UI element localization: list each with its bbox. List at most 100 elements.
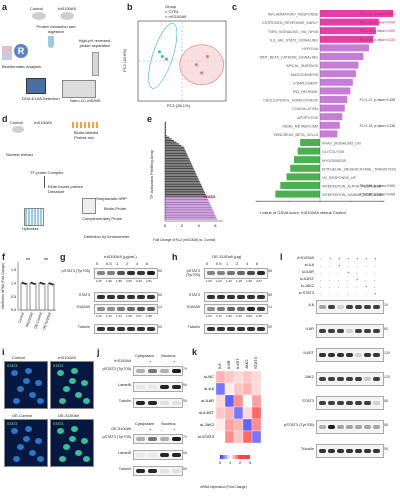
blot-strip <box>94 304 158 314</box>
blot-strip <box>316 420 384 434</box>
tf-bar <box>165 122 166 124</box>
blot-band <box>364 449 371 453</box>
tf-bar <box>165 169 195 171</box>
dose-label: 0 <box>96 261 99 266</box>
dose-label: 0.5 <box>106 261 112 266</box>
quant-value: 1.06 <box>106 279 112 283</box>
heatmap-row-label: si-STAT3 <box>198 434 215 439</box>
gsva-category-label: APICAL_SURFACE <box>286 64 318 68</box>
heatmap-legend-tick: 0 <box>219 461 221 465</box>
gsva-annotation: FC=0.80, p.value=0.004 <box>360 193 396 197</box>
d-plate-icon <box>82 198 96 214</box>
heatmap-cell <box>251 418 262 432</box>
blot-band <box>247 307 255 311</box>
panel-letter-g: g <box>60 252 66 262</box>
step-hplc: High-pH reversed-phase separation <box>78 38 112 48</box>
quant-value: 1.23 <box>226 279 232 283</box>
tf-bar <box>165 179 199 181</box>
blot-band <box>172 401 181 405</box>
heatmap-cell <box>224 406 235 420</box>
if-nucleus <box>75 450 82 456</box>
gsva-bar <box>320 53 364 60</box>
blot-mw: 88 <box>384 423 388 427</box>
blot-row-label: IL6 <box>308 302 314 307</box>
treatment-label: si-IL6ST <box>299 277 314 281</box>
tf-bar <box>165 172 196 174</box>
h-title: OE-S100a9 (μg) <box>212 254 242 259</box>
heatmap-legend-step <box>247 455 249 459</box>
blot-band <box>237 271 245 275</box>
group-label-control: Control <box>30 6 43 11</box>
dose-label: 2 <box>236 261 239 266</box>
gsva-bar <box>320 27 376 35</box>
dose-label: 2 <box>126 261 129 266</box>
quant-value: 2.32 <box>136 279 142 283</box>
blot-band <box>160 401 169 405</box>
blot-mw: 88 <box>158 269 162 273</box>
if-tile: STAT3 <box>4 419 48 467</box>
blot-strip <box>133 466 183 476</box>
blot-mw: 80 <box>384 327 388 331</box>
treatment-sign: - <box>365 270 367 275</box>
fraction-header: Cytoplasm <box>135 353 154 358</box>
panel-h: h OE-S100a9 (μg) 0 0.5 1 2 4 6 pSTAT3 (Tyr705… <box>170 250 278 345</box>
quant-value: 1.48 <box>236 279 242 283</box>
tf-ylabel: TF Activation Profiling Array <box>149 149 155 200</box>
treatment-sign: + <box>365 284 368 289</box>
blot-band <box>337 425 344 429</box>
blot-band <box>337 353 344 357</box>
tf-bar <box>165 161 191 163</box>
pca-frame <box>137 20 227 102</box>
panel-i: i Control STAT3 rhS100A9 STAT3 OE-Control STA… <box>0 345 95 495</box>
blot-band <box>346 305 353 309</box>
blot-band <box>319 449 326 453</box>
heatmap-cell <box>251 382 262 396</box>
heatmap-legend-tick: 3 <box>249 461 251 465</box>
treatment-sign: + <box>347 256 350 261</box>
blot-band <box>172 469 181 473</box>
tf-bar <box>165 167 194 170</box>
if-nucleus <box>63 386 70 392</box>
quant-value: 1.00 <box>96 314 102 318</box>
k-legend-title: mRNA expression (Fold Change) <box>200 485 247 489</box>
blot-band <box>217 327 225 331</box>
heatmap-cell <box>215 370 226 384</box>
blot-strip <box>133 398 183 408</box>
tf-bar <box>165 126 166 129</box>
heatmap-cell <box>242 430 253 444</box>
blot-band <box>355 329 362 333</box>
blot-band <box>355 401 362 405</box>
blot-band <box>217 271 225 275</box>
blot-band <box>328 401 335 405</box>
blot-band <box>97 295 105 299</box>
treatment-sign: - <box>374 284 376 289</box>
d-probes-mix: Biotin-labeled Probes mix <box>74 130 99 140</box>
tf-bar <box>165 133 166 135</box>
treatment-sign: - <box>347 291 349 296</box>
heatmap-legend-step <box>229 455 231 459</box>
gsva-category-label: CHOLESTEROL_HOMEOSTASIS <box>263 99 318 103</box>
blot-row-label: Tubulin <box>301 446 314 451</box>
heatmap-col-label: IL6 <box>217 363 222 369</box>
tf-bar <box>165 148 185 150</box>
quant-value: 2.38 <box>256 314 262 318</box>
heatmap-legend-step <box>223 455 225 459</box>
heatmap-legend-step <box>225 455 227 459</box>
blot-band <box>97 271 105 275</box>
blot-strip <box>133 434 183 444</box>
blot-band <box>172 437 181 441</box>
heatmap-cell <box>215 382 226 396</box>
gsva-bar <box>320 104 345 112</box>
if-nucleus <box>29 450 36 456</box>
volcano-thumb <box>2 46 12 60</box>
blot-band <box>136 437 145 441</box>
if-nucleus <box>71 426 78 432</box>
gsva-bar <box>320 96 348 103</box>
if-nucleus <box>81 380 88 386</box>
heatmap-row-label: si-IL6R <box>201 398 214 403</box>
heatmap-legend-step <box>234 455 236 459</box>
tf-bar <box>165 210 214 212</box>
treatment-label: si-IL6 <box>304 263 314 267</box>
heatmap-cell <box>242 418 253 432</box>
gsva-bar <box>320 113 343 121</box>
